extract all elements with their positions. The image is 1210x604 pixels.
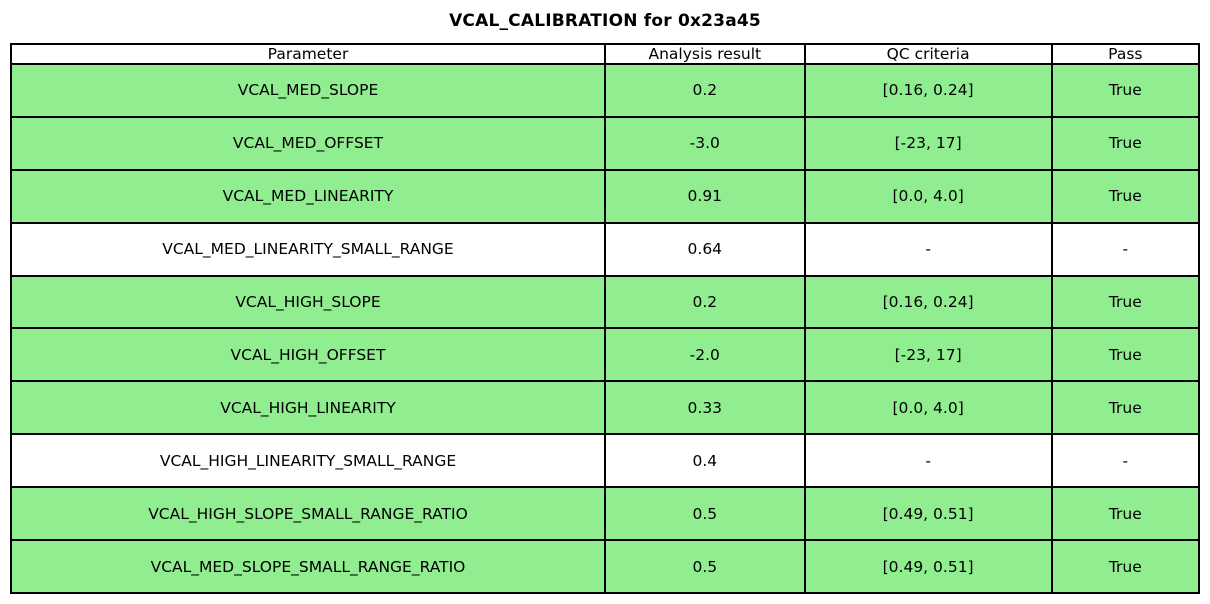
cell-qc-criteria: [0.0, 4.0] bbox=[803, 380, 1053, 436]
table-row: VCAL_MED_SLOPE 0.2 [0.16, 0.24] True bbox=[10, 63, 1201, 118]
cell-parameter: VCAL_MED_LINEARITY bbox=[10, 168, 606, 224]
cell-analysis-result: 0.5 bbox=[604, 486, 806, 542]
table-row: VCAL_HIGH_OFFSET -2.0 [-23, 17] True bbox=[10, 327, 1201, 383]
cell-pass: True bbox=[1050, 539, 1201, 594]
cell-pass: True bbox=[1050, 274, 1201, 330]
table-row: VCAL_HIGH_LINEARITY_SMALL_RANGE 0.4 - - bbox=[10, 433, 1201, 489]
table-row: VCAL_MED_LINEARITY_SMALL_RANGE 0.64 - - bbox=[10, 221, 1201, 277]
cell-parameter: VCAL_HIGH_OFFSET bbox=[10, 327, 606, 383]
cell-parameter: VCAL_HIGH_SLOPE_SMALL_RANGE_RATIO bbox=[10, 486, 606, 542]
cell-qc-criteria: [-23, 17] bbox=[803, 327, 1053, 383]
cell-pass: - bbox=[1050, 221, 1201, 277]
cell-qc-criteria: [0.49, 0.51] bbox=[803, 539, 1053, 594]
cell-pass: True bbox=[1050, 63, 1201, 118]
cell-parameter: VCAL_HIGH_LINEARITY_SMALL_RANGE bbox=[10, 433, 606, 489]
cell-qc-criteria: - bbox=[803, 433, 1053, 489]
cell-qc-criteria: [-23, 17] bbox=[803, 115, 1053, 171]
table-row: VCAL_HIGH_LINEARITY 0.33 [0.0, 4.0] True bbox=[10, 380, 1201, 436]
cell-qc-criteria: - bbox=[803, 221, 1053, 277]
cell-analysis-result: 0.5 bbox=[604, 539, 806, 594]
cell-parameter: VCAL_MED_LINEARITY_SMALL_RANGE bbox=[10, 221, 606, 277]
cell-qc-criteria: [0.0, 4.0] bbox=[803, 168, 1053, 224]
cell-pass: True bbox=[1050, 115, 1201, 171]
column-header-qc-criteria: QC criteria bbox=[803, 43, 1053, 65]
cell-analysis-result: -3.0 bbox=[604, 115, 806, 171]
column-header-parameter: Parameter bbox=[10, 43, 606, 65]
cell-parameter: VCAL_MED_SLOPE bbox=[10, 63, 606, 118]
cell-pass: True bbox=[1050, 380, 1201, 436]
cell-pass: True bbox=[1050, 168, 1201, 224]
qc-results-table: Parameter Analysis result QC criteria Pa… bbox=[10, 43, 1201, 594]
column-header-pass: Pass bbox=[1050, 43, 1201, 65]
table-row: VCAL_HIGH_SLOPE_SMALL_RANGE_RATIO 0.5 [0… bbox=[10, 486, 1201, 542]
table-header-row: Parameter Analysis result QC criteria Pa… bbox=[10, 43, 1201, 65]
cell-qc-criteria: [0.16, 0.24] bbox=[803, 274, 1053, 330]
cell-qc-criteria: [0.49, 0.51] bbox=[803, 486, 1053, 542]
cell-analysis-result: 0.91 bbox=[604, 168, 806, 224]
cell-parameter: VCAL_MED_OFFSET bbox=[10, 115, 606, 171]
table-row: VCAL_MED_OFFSET -3.0 [-23, 17] True bbox=[10, 115, 1201, 171]
cell-parameter: VCAL_MED_SLOPE_SMALL_RANGE_RATIO bbox=[10, 539, 606, 594]
cell-pass: True bbox=[1050, 486, 1201, 542]
table-row: VCAL_MED_LINEARITY 0.91 [0.0, 4.0] True bbox=[10, 168, 1201, 224]
cell-analysis-result: 0.33 bbox=[604, 380, 806, 436]
page-title: VCAL_CALIBRATION for 0x23a45 bbox=[449, 11, 761, 31]
cell-pass: - bbox=[1050, 433, 1201, 489]
cell-analysis-result: -2.0 bbox=[604, 327, 806, 383]
cell-analysis-result: 0.2 bbox=[604, 63, 806, 118]
cell-analysis-result: 0.2 bbox=[604, 274, 806, 330]
cell-analysis-result: 0.4 bbox=[604, 433, 806, 489]
table-row: VCAL_MED_SLOPE_SMALL_RANGE_RATIO 0.5 [0.… bbox=[10, 539, 1201, 594]
table-row: VCAL_HIGH_SLOPE 0.2 [0.16, 0.24] True bbox=[10, 274, 1201, 330]
cell-pass: True bbox=[1050, 327, 1201, 383]
column-header-analysis-result: Analysis result bbox=[604, 43, 806, 65]
cell-analysis-result: 0.64 bbox=[604, 221, 806, 277]
cell-parameter: VCAL_HIGH_SLOPE bbox=[10, 274, 606, 330]
cell-qc-criteria: [0.16, 0.24] bbox=[803, 63, 1053, 118]
cell-parameter: VCAL_HIGH_LINEARITY bbox=[10, 380, 606, 436]
